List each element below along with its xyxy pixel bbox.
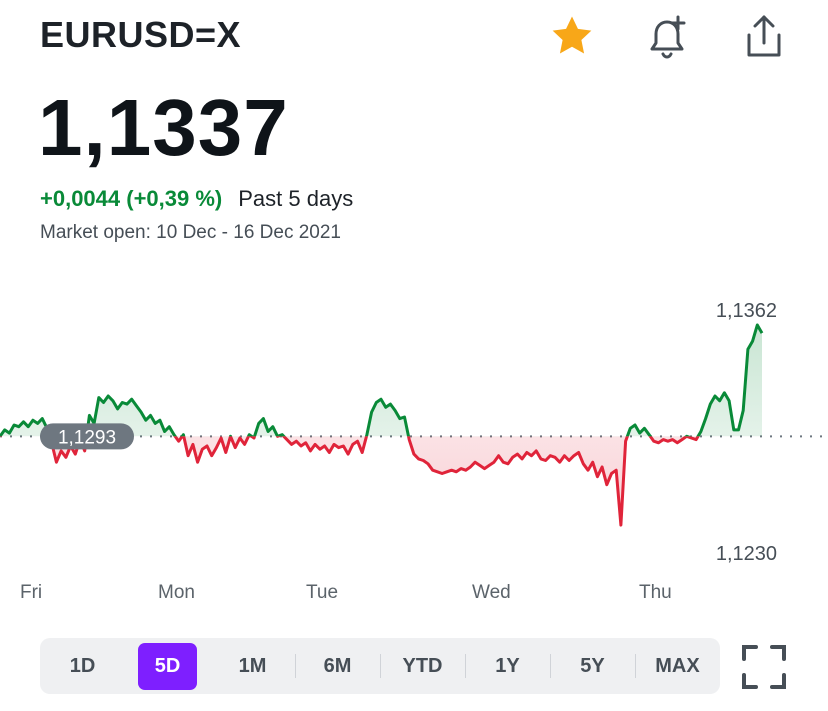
range-1d-button[interactable]: 1D — [69, 654, 96, 677]
share-icon — [747, 15, 781, 57]
range-1y-button[interactable]: 1Y — [465, 638, 550, 694]
time-range-selector: 1D 5D 1M 6M YTD 1Y 5Y MAX — [40, 638, 720, 694]
price-change: +0,0044 (+0,39 %) Past 5 days — [40, 186, 353, 212]
alert-button[interactable] — [643, 12, 691, 60]
bell-plus-icon — [650, 15, 686, 59]
baseline-label: 1,1293 — [58, 427, 116, 448]
high-label: 1,1362 — [716, 300, 777, 322]
favorite-button[interactable] — [548, 12, 596, 60]
range-6m-button[interactable]: 6M — [295, 638, 380, 694]
range-ytd-button[interactable]: YTD — [380, 638, 465, 694]
low-label: 1,1230 — [716, 543, 777, 565]
area-above-baseline — [0, 325, 762, 437]
range-5y-button[interactable]: 5Y — [550, 638, 635, 694]
range-1m-button[interactable]: 1M — [238, 654, 267, 677]
x-label-mon: Mon — [158, 582, 195, 603]
x-label-tue: Tue — [306, 582, 339, 603]
price-chart[interactable]: 1,1293 1,1362 1,1230 — [0, 290, 828, 580]
change-period: Past 5 days — [238, 186, 354, 211]
market-info: Market open: 10 Dec - 16 Dec 2021 — [40, 222, 342, 243]
star-icon — [552, 16, 592, 54]
fullscreen-button[interactable] — [740, 643, 788, 691]
range-5d-button[interactable]: 5D — [125, 638, 210, 694]
x-label-thu: Thu — [639, 582, 672, 603]
change-value: +0,0044 (+0,39 %) — [40, 186, 223, 211]
price-line-above — [0, 323, 764, 437]
expand-icon — [742, 645, 786, 689]
current-price: 1,1337 — [38, 83, 289, 172]
x-label-wed: Wed — [472, 582, 511, 603]
range-max-button[interactable]: MAX — [635, 638, 720, 694]
x-label-fri: Fri — [20, 582, 43, 603]
baseline-badge — [40, 423, 134, 450]
ticker-symbol: EURUSD=X — [40, 14, 242, 55]
share-button[interactable] — [740, 12, 788, 60]
